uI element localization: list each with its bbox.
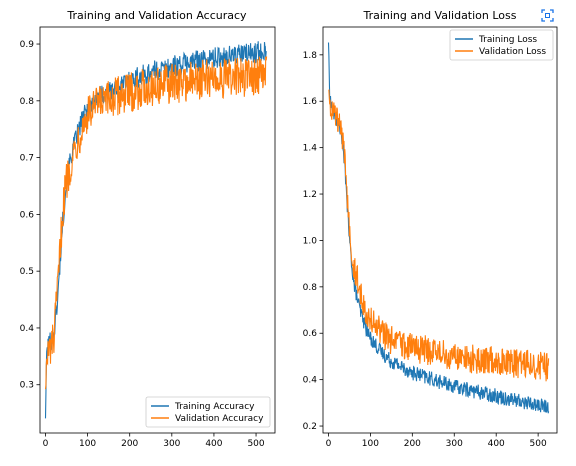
x-tick-label: 100	[79, 439, 96, 449]
y-tick-label: 0.6	[303, 329, 318, 339]
y-tick-label: 0.4	[303, 376, 318, 386]
y-tick-label: 1.6	[303, 97, 318, 107]
series-line-validation-accuracy	[44, 56, 268, 390]
x-tick-label: 400	[488, 439, 505, 449]
plot-frame	[322, 26, 558, 434]
y-tick-label: 0.5	[20, 267, 34, 277]
legend-label: Training Loss	[478, 35, 537, 45]
legend: Training Accuracy Validation Accuracy	[145, 396, 271, 428]
y-tick-label: 1.2	[303, 190, 317, 200]
loss-chart-title: Training and Validation Loss	[362, 9, 516, 22]
loss-chart: Training and Validation Loss 0 100 200 300 4…	[303, 9, 558, 449]
legend-box	[449, 29, 554, 61]
legend-label: Training Accuracy	[174, 402, 255, 412]
x-tick-label: 500	[530, 439, 547, 449]
y-tick-label: 0.8	[20, 97, 35, 107]
y-tick-label: 0.3	[20, 381, 34, 391]
y-tick-label: 1.0	[303, 236, 318, 246]
x-tick-label: 300	[446, 439, 463, 449]
x-tick-label: 500	[247, 439, 264, 449]
series-line-validation-loss	[328, 89, 550, 382]
legend-label: Validation Accuracy	[175, 414, 264, 424]
legend-box	[145, 396, 271, 428]
x-tick-label: 100	[362, 439, 379, 449]
x-tick-label: 300	[163, 439, 180, 449]
y-tick-label: 1.8	[303, 51, 318, 61]
plot-frame	[39, 26, 276, 434]
x-tick-label: 400	[205, 439, 222, 449]
y-tick-label: 0.8	[303, 283, 318, 293]
series-line-training-loss	[327, 42, 550, 414]
accuracy-chart: Training and Validation Accuracy 0 100 200…	[20, 9, 276, 449]
y-tick-label: 0.9	[20, 40, 35, 50]
y-tick-label: 1.4	[303, 144, 318, 154]
legend: Training Loss Validation Loss	[449, 29, 554, 61]
y-tick-label: 0.6	[20, 210, 35, 220]
x-tick-label: 0	[43, 439, 49, 449]
y-tick-label: 0.2	[303, 422, 317, 432]
x-tick-label: 200	[404, 439, 421, 449]
expand-icon[interactable]	[541, 9, 554, 22]
x-tick-label: 0	[326, 439, 332, 449]
x-tick-label: 200	[121, 439, 138, 449]
y-tick-label: 0.4	[20, 324, 35, 334]
accuracy-chart-title: Training and Validation Accuracy	[66, 9, 247, 22]
y-tick-label: 0.7	[20, 154, 34, 164]
legend-label: Validation Loss	[479, 47, 546, 57]
